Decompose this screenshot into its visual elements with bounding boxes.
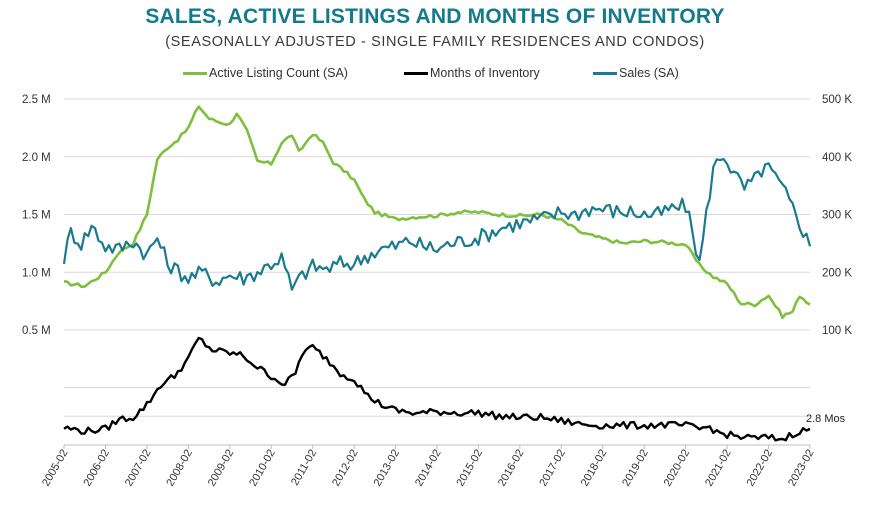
x-axis-tick-label: 2013-02 — [372, 448, 403, 489]
right-axis-tick-label: 500 K — [822, 94, 852, 106]
x-axis-tick-label: 2005-02 — [40, 448, 71, 489]
x-axis-tick-label: 2020-02 — [662, 448, 693, 489]
legend-item-sales: Sales (SA) — [593, 66, 679, 80]
left-axis-tick-label: 2.0 M — [22, 152, 51, 164]
legend-swatch-sales — [593, 71, 617, 75]
legend-swatch-inventory — [404, 71, 428, 75]
legend-item-listings: Active Listing Count (SA) — [183, 66, 348, 80]
x-axis-tick-label: 2010-02 — [247, 448, 278, 489]
x-axis-tick-label: 2017-02 — [537, 448, 568, 489]
legend-item-inventory: Months of Inventory — [404, 66, 540, 80]
x-axis-tick-label: 2015-02 — [454, 448, 485, 489]
right-axis-tick-label: 200 K — [822, 267, 852, 279]
x-axis-tick-label: 2014-02 — [413, 448, 444, 489]
series-line-active-listings — [63, 105, 811, 320]
right-axis-tick-label: 100 K — [822, 325, 852, 337]
series-line-sales — [62, 158, 812, 291]
right-axis-tick-label: 300 K — [822, 210, 852, 222]
x-axis-tick-label: 2011-02 — [289, 448, 319, 488]
x-axis-tick-label: 2006-02 — [81, 448, 112, 489]
series-line-months-of-inventory — [63, 336, 811, 442]
x-axis-tick-label: 2007-02 — [123, 448, 154, 489]
x-axis-tick-label: 2022-02 — [745, 448, 776, 489]
x-axis-tick-label: 2016-02 — [496, 448, 527, 489]
x-axis-tick-label: 2008-02 — [164, 448, 195, 489]
legend-label-sales: Sales (SA) — [619, 66, 679, 80]
legend-label-inventory: Months of Inventory — [430, 66, 540, 80]
inventory-annotation: 2.8 Mos — [806, 413, 846, 425]
x-axis-tick-label: 2012-02 — [330, 448, 361, 489]
left-axis-tick-label: 2.5 M — [22, 94, 51, 106]
chart-title: SALES, ACTIVE LISTINGS AND MONTHS OF INV… — [145, 5, 725, 28]
legend-swatch-listings — [183, 71, 207, 75]
x-axis-tick-label: 2009-02 — [206, 448, 237, 489]
left-axis-tick-label: 1.5 M — [22, 210, 51, 222]
x-axis-tick-label: 2019-02 — [620, 448, 651, 489]
legend: Active Listing Count (SA) Months of Inve… — [0, 66, 870, 82]
left-axis-tick-label: 1.0 M — [22, 267, 51, 279]
x-axis-tick-label: 2021-02 — [703, 448, 734, 489]
right-axis-tick-label: 400 K — [822, 152, 852, 164]
x-axis-tick-label: 2023-02 — [786, 448, 817, 489]
legend-label-listings: Active Listing Count (SA) — [209, 66, 348, 80]
x-axis-tick-label: 2018-02 — [579, 448, 610, 489]
chart-subtitle: (SEASONALLY ADJUSTED - SINGLE FAMILY RES… — [165, 34, 705, 50]
left-axis-tick-label: 0.5 M — [22, 325, 51, 337]
